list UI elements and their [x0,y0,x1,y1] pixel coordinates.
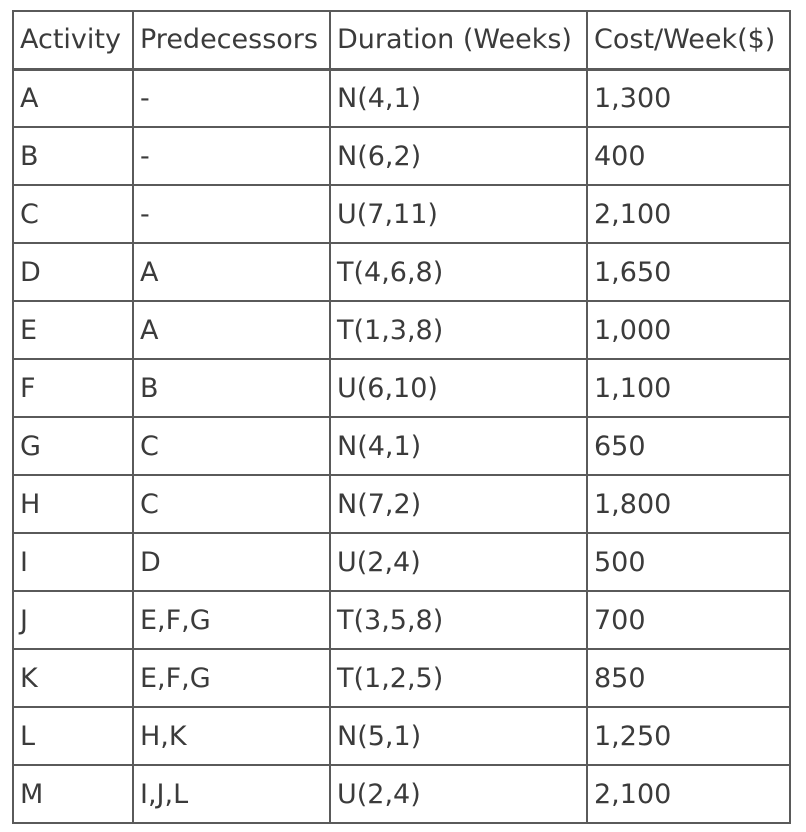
cost-cell: 400 [586,126,791,186]
table-row: E A T(1,3,8) 1,000 [12,300,791,360]
activity-cell: C [12,184,134,244]
activity-cell: I [12,532,134,592]
cost-cell: 1,800 [586,474,791,534]
activity-cell: F [12,358,134,418]
header-cost: Cost/Week($) [586,10,791,71]
cost-cell: 1,250 [586,706,791,766]
cost-cell: 1,650 [586,242,791,302]
duration-cell: N(4,1) [329,68,588,128]
predecessors-cell: - [132,68,331,128]
table-row: L H,K N(5,1) 1,250 [12,706,791,766]
activity-cell: B [12,126,134,186]
activity-cell: A [12,68,134,128]
predecessors-cell: I,J,L [132,764,331,824]
table-body: A - N(4,1) 1,300 B - N(6,2) 400 C - U(7,11) 2,100 D A… [12,68,791,824]
predecessors-cell: H,K [132,706,331,766]
cost-cell: 850 [586,648,791,708]
table-row: A - N(4,1) 1,300 [12,68,791,128]
duration-cell: T(1,3,8) [329,300,588,360]
table-row: B - N(6,2) 400 [12,126,791,186]
duration-cell: N(6,2) [329,126,588,186]
predecessors-cell: B [132,358,331,418]
duration-cell: N(4,1) [329,416,588,476]
duration-cell: U(2,4) [329,764,588,824]
duration-cell: U(7,11) [329,184,588,244]
predecessors-cell: - [132,126,331,186]
predecessors-cell: E,F,G [132,590,331,650]
duration-cell: N(5,1) [329,706,588,766]
table-row: I D U(2,4) 500 [12,532,791,592]
cost-cell: 700 [586,590,791,650]
duration-cell: N(7,2) [329,474,588,534]
header-row: Activity Predecessors Duration (Weeks) C… [12,10,791,71]
cost-cell: 1,300 [586,68,791,128]
predecessors-cell: A [132,242,331,302]
table-row: G C N(4,1) 650 [12,416,791,476]
table-header: Activity Predecessors Duration (Weeks) C… [12,10,791,71]
header-activity: Activity [12,10,134,71]
activity-cell: E [12,300,134,360]
table-row: D A T(4,6,8) 1,650 [12,242,791,302]
table-row: K E,F,G T(1,2,5) 850 [12,648,791,708]
predecessors-cell: C [132,416,331,476]
activity-cell: L [12,706,134,766]
table-row: M I,J,L U(2,4) 2,100 [12,764,791,824]
header-predecessors: Predecessors [132,10,331,71]
activity-cell: M [12,764,134,824]
activity-cell: J [12,590,134,650]
duration-cell: T(3,5,8) [329,590,588,650]
table-row: C - U(7,11) 2,100 [12,184,791,244]
predecessors-cell: E,F,G [132,648,331,708]
table-row: F B U(6,10) 1,100 [12,358,791,418]
predecessors-cell: D [132,532,331,592]
duration-cell: T(4,6,8) [329,242,588,302]
activity-cell: G [12,416,134,476]
activity-table: Activity Predecessors Duration (Weeks) C… [12,10,791,824]
cost-cell: 500 [586,532,791,592]
cost-cell: 2,100 [586,764,791,824]
header-duration: Duration (Weeks) [329,10,588,71]
cost-cell: 2,100 [586,184,791,244]
activity-cell: D [12,242,134,302]
cost-cell: 1,000 [586,300,791,360]
cost-cell: 1,100 [586,358,791,418]
predecessors-cell: A [132,300,331,360]
duration-cell: U(6,10) [329,358,588,418]
duration-cell: T(1,2,5) [329,648,588,708]
cost-cell: 650 [586,416,791,476]
table-row: H C N(7,2) 1,800 [12,474,791,534]
duration-cell: U(2,4) [329,532,588,592]
predecessors-cell: C [132,474,331,534]
activity-cell: K [12,648,134,708]
activity-cell: H [12,474,134,534]
predecessors-cell: - [132,184,331,244]
table-row: J E,F,G T(3,5,8) 700 [12,590,791,650]
